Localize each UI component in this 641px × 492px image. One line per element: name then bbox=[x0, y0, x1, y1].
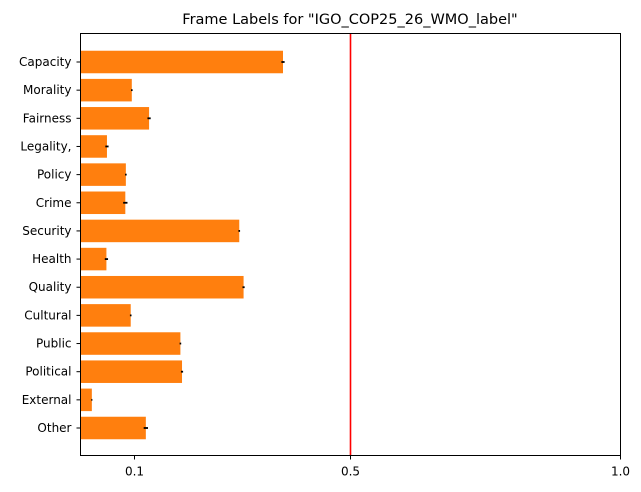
bar-9 bbox=[80, 304, 131, 327]
bar-3 bbox=[80, 135, 107, 158]
chart-title: Frame Labels for "IGO_COP25_26_WMO_label… bbox=[182, 12, 517, 28]
y-axis: Capacity Morality Fairness Legality, Policy C… bbox=[19, 55, 81, 435]
y-tick-label-4: Policy bbox=[37, 168, 72, 182]
bars-layer bbox=[80, 50, 283, 440]
error-bars-layer bbox=[91, 61, 285, 429]
bar-13 bbox=[80, 416, 146, 440]
y-tick-label-7: Health bbox=[32, 252, 71, 266]
x-tick-label-0: 0.1 bbox=[125, 465, 144, 479]
bar-2 bbox=[80, 107, 150, 130]
y-tick-label-0: Capacity bbox=[19, 55, 71, 69]
bar-4 bbox=[80, 163, 126, 186]
bar-6 bbox=[80, 219, 240, 243]
y-tick-label-5: Crime bbox=[36, 196, 72, 210]
bar-11 bbox=[80, 360, 183, 383]
y-tick-label-2: Fairness bbox=[23, 111, 72, 125]
bar-12 bbox=[80, 388, 92, 412]
bar-7 bbox=[80, 247, 107, 271]
y-tick-label-13: Other bbox=[37, 421, 71, 435]
y-tick-label-10: Public bbox=[36, 337, 72, 351]
x-tick-label-1: 0.5 bbox=[341, 465, 360, 479]
bar-8 bbox=[80, 275, 244, 299]
bar-1 bbox=[80, 78, 132, 102]
bar-10 bbox=[80, 332, 181, 355]
x-axis: 0.1 0.5 1.0 bbox=[125, 455, 630, 479]
y-tick-label-9: Cultural bbox=[24, 308, 71, 322]
y-tick-label-6: Security bbox=[22, 224, 71, 238]
y-tick-label-3: Legality, bbox=[20, 139, 71, 153]
y-tick-label-12: External bbox=[22, 393, 72, 407]
y-tick-label-8: Quality bbox=[29, 280, 72, 294]
y-tick-label-1: Morality bbox=[23, 83, 71, 97]
bar-5 bbox=[80, 191, 126, 215]
x-tick-label-2: 1.0 bbox=[611, 465, 630, 479]
bar-0 bbox=[80, 50, 283, 74]
y-tick-label-11: Political bbox=[25, 365, 71, 379]
